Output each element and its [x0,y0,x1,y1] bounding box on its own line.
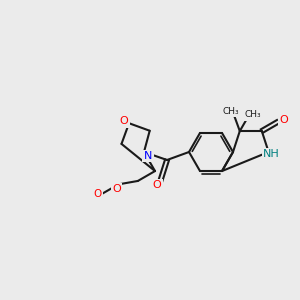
Text: NH: NH [263,149,280,159]
Text: O: O [280,115,288,125]
Text: O: O [93,189,101,199]
Text: O: O [153,180,161,190]
Text: CH₃: CH₃ [223,107,239,116]
Text: N: N [144,151,152,161]
Text: O: O [120,116,128,126]
Text: CH₃: CH₃ [244,110,261,119]
Text: O: O [112,184,121,194]
